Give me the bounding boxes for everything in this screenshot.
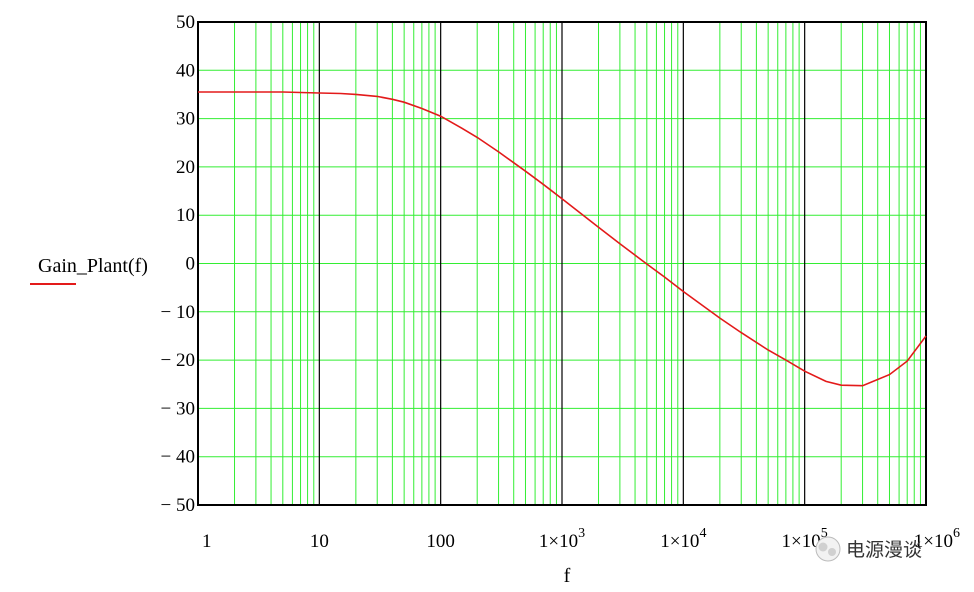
- y-tick-label: 20: [176, 157, 195, 178]
- x-tick-label: 1×105: [782, 526, 828, 552]
- y-tick-label: − 40: [161, 447, 195, 468]
- y-tick-label: 40: [176, 60, 195, 81]
- x-axis-label: f: [564, 565, 571, 587]
- grid-layer: [198, 21, 926, 506]
- y-tick-label: 10: [176, 205, 195, 226]
- plot-frame: [197, 21, 927, 506]
- y-tick-labels: 50 40 30 20 10 0 − 10 − 20 − 30 − 40 − 50: [161, 12, 195, 516]
- x-tick-label: 1×106: [914, 526, 960, 552]
- x-tick-label: 100: [426, 531, 455, 552]
- x-tick-label: 10: [310, 531, 329, 552]
- x-tick-label: 1×103: [539, 526, 585, 552]
- x-tick-labels: 1 10 100 1×103 1×104 1×105 1×106: [202, 526, 960, 552]
- x-tick-label: 1: [202, 531, 212, 552]
- y-tick-label: − 10: [161, 302, 195, 323]
- y-tick-label: − 20: [161, 350, 195, 371]
- watermark: 电源漫谈: [815, 536, 922, 562]
- watermark-text: 电源漫谈: [846, 539, 922, 561]
- wechat-bubble-small-icon: [828, 548, 836, 556]
- y-tick-label: 0: [186, 254, 196, 275]
- x-tick-label: 1×104: [660, 526, 706, 552]
- series-line-gain-plant: [198, 91, 927, 387]
- y-tick-label: 50: [176, 12, 195, 33]
- y-tick-label: − 30: [161, 398, 195, 419]
- y-tick-label: − 50: [161, 495, 195, 516]
- wechat-bubble-icon: [818, 542, 828, 552]
- y-axis-label: Gain_Plant(f): [38, 255, 148, 277]
- y-tick-label: 30: [176, 109, 195, 130]
